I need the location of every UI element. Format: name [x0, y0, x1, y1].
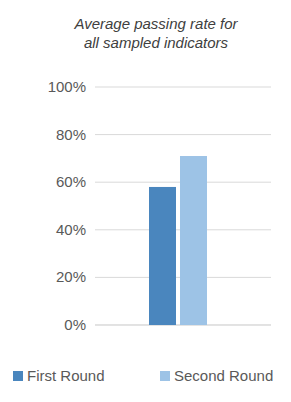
y-tick-label: 40% — [56, 221, 86, 238]
bars — [149, 156, 207, 325]
grid-line — [95, 87, 271, 88]
y-tick-label: 100% — [48, 78, 86, 95]
bar — [180, 156, 207, 325]
grid-line — [95, 134, 271, 135]
y-tick-label: 20% — [56, 268, 86, 285]
legend-label: First Round — [27, 367, 105, 384]
legend-swatch — [13, 371, 23, 381]
legend-label: Second Round — [174, 367, 273, 384]
legend-swatch — [160, 371, 170, 381]
chart-svg: 0% 20% 40% 60% 80% 100% First Round Second Roun… — [0, 0, 291, 402]
y-tick-label: 80% — [56, 126, 86, 143]
chart-title: Average passing rate for all sampled ind… — [66, 14, 246, 52]
y-tick-label: 0% — [64, 316, 86, 333]
bar — [149, 187, 176, 325]
y-tick-label: 60% — [56, 173, 86, 190]
